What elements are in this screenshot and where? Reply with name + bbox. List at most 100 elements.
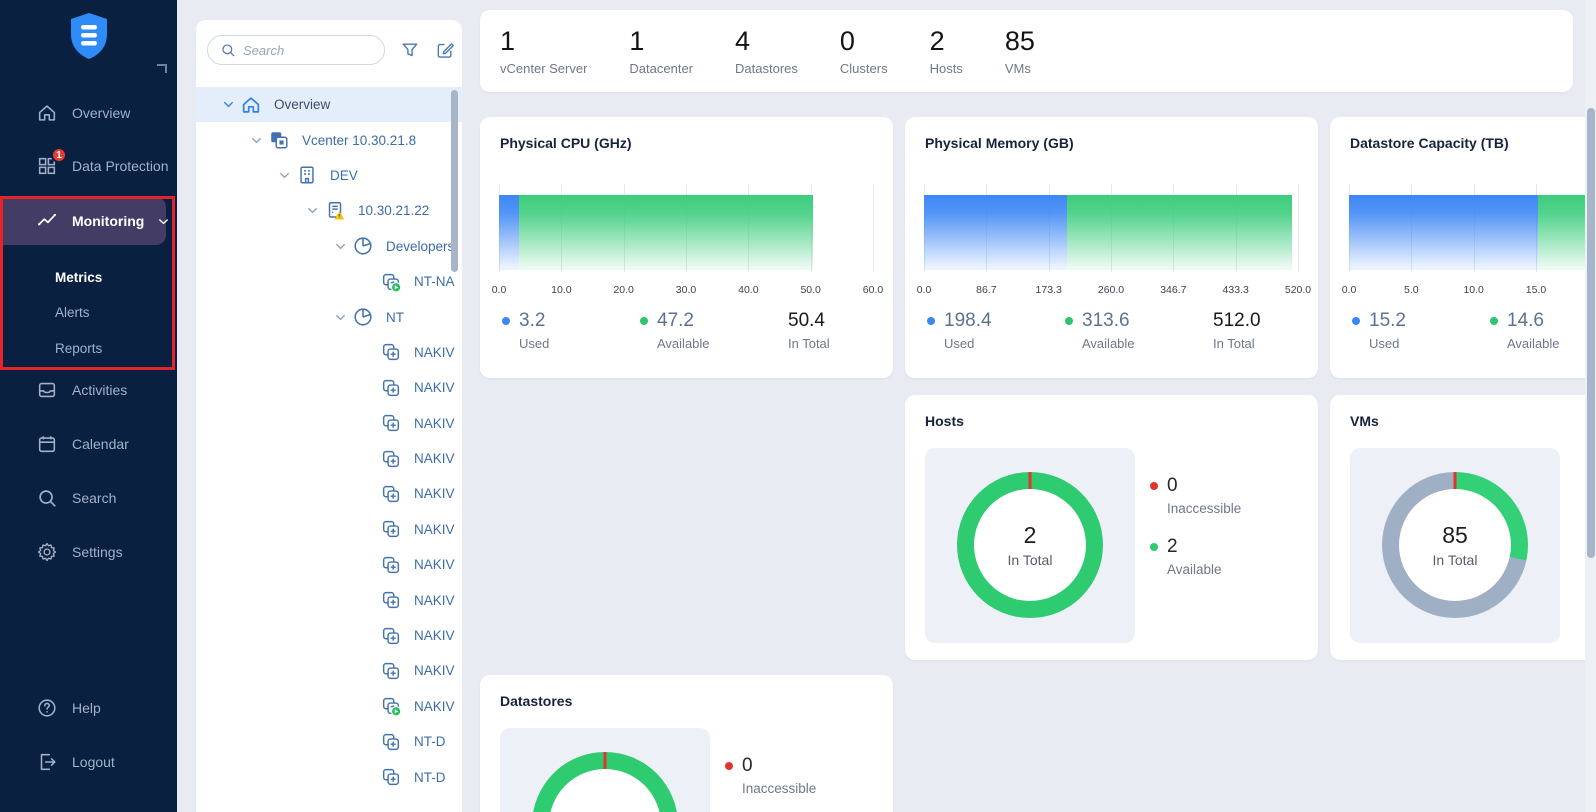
chevron-down-icon[interactable] xyxy=(300,204,324,217)
vm-icon xyxy=(380,518,402,540)
legend-available: 47.2 Available xyxy=(640,310,710,351)
tree-item-nakiv[interactable]: NAKIV xyxy=(196,582,462,617)
tree-item-label: NT xyxy=(386,309,404,325)
axis-tick-label: 20.0 xyxy=(613,284,634,296)
chevron-down-icon[interactable] xyxy=(328,240,352,253)
vm-icon xyxy=(380,341,402,363)
sidebar-item-monitoring[interactable]: Monitoring xyxy=(0,197,169,245)
legend-dot xyxy=(1352,317,1360,325)
donut-center-value: 2 xyxy=(1023,522,1037,548)
tree-item-nt[interactable]: NT xyxy=(196,299,462,334)
axis-tick-label: 520.0 xyxy=(1284,284,1312,296)
vm-icon xyxy=(380,660,402,682)
tree-item-nakiv[interactable]: NAKIV xyxy=(196,406,462,441)
sidebar-item-activities[interactable]: Activities xyxy=(0,370,177,410)
sidebar-item-help[interactable]: Help xyxy=(0,688,177,728)
chevron-down-icon[interactable] xyxy=(216,98,240,111)
axis-tick-label: 260.0 xyxy=(1097,284,1125,296)
sidebar-item-logout[interactable]: Logout xyxy=(0,742,177,782)
tree-item-nt-d[interactable]: NT-D xyxy=(196,759,462,794)
legend-used: 3.2 Used xyxy=(502,310,549,351)
sidebar-item-alerts[interactable]: Alerts xyxy=(55,297,90,327)
tree-item-nakiv[interactable]: NAKIV xyxy=(196,512,462,547)
tree-item-label: NAKIV xyxy=(414,628,455,644)
stat-label: VMs xyxy=(1004,61,1031,76)
tree-scrollbar[interactable] xyxy=(451,90,458,272)
bar-segment-used xyxy=(924,195,1067,270)
edit-icon[interactable] xyxy=(435,40,455,60)
axis-tick-label: 0.0 xyxy=(916,284,932,296)
legend-dot xyxy=(1490,317,1498,325)
tree-search-row xyxy=(207,34,455,66)
chevron-down-icon[interactable] xyxy=(272,169,296,182)
axis-tick-label: 5.0 xyxy=(1404,284,1419,296)
inventory-tree-panel: Overview Vcenter 10.30.21.8 DEV 10.30.21.22… xyxy=(196,20,462,812)
tree-item-10-30-21-22[interactable]: 10.30.21.22 xyxy=(196,193,462,228)
chevron-down-icon[interactable] xyxy=(328,311,352,324)
tree-item-nt-na[interactable]: NT-NA xyxy=(196,264,462,299)
tree-item-dev[interactable]: DEV xyxy=(196,158,462,193)
search-icon xyxy=(222,44,235,57)
sidebar-item-reports[interactable]: Reports xyxy=(55,333,102,363)
tree-item-label: NAKIV xyxy=(414,486,455,502)
tree-item-nakiv[interactable]: NAKIV xyxy=(196,335,462,370)
activities-icon xyxy=(36,379,58,401)
vms-card: VMs 85 In Total xyxy=(1330,395,1596,660)
hosts-card: Hosts 2 In Total 0 Inaccessible 2 Available xyxy=(905,395,1318,660)
chevron-down-icon[interactable] xyxy=(244,134,268,147)
tree-item-nakiv[interactable]: NAKIV xyxy=(196,618,462,653)
legend-used: 15.2 Used xyxy=(1352,310,1406,351)
tree-item-nakiv[interactable]: NAKIV xyxy=(196,441,462,476)
main-scrollbar-track[interactable] xyxy=(1585,0,1596,812)
stat-label: Clusters xyxy=(839,61,888,76)
main-scrollbar-thumb[interactable] xyxy=(1587,108,1595,558)
legend-dot xyxy=(1150,482,1158,490)
sidebar-item-label: Data Protection xyxy=(72,158,169,174)
tree-item-nakiv[interactable]: NAKIV xyxy=(196,689,462,724)
bar-segment-used xyxy=(499,195,519,270)
legend-value-text: 0 xyxy=(742,755,753,776)
help-icon xyxy=(36,697,58,719)
sidebar: Overview 1 Data Protection Monitoring Metric… xyxy=(0,0,177,812)
legend-value: 512.0 xyxy=(1213,310,1261,332)
tree-item-overview[interactable]: Overview xyxy=(196,87,462,123)
tree-item-vcenter-10-30-21-8[interactable]: Vcenter 10.30.21.8 xyxy=(196,122,462,157)
legend-dot xyxy=(1150,543,1158,551)
settings-icon xyxy=(36,541,58,563)
tree-item-nakiv[interactable]: NAKIV xyxy=(196,370,462,405)
sidebar-item-metrics[interactable]: Metrics xyxy=(55,262,102,292)
sidebar-collapse-icon[interactable] xyxy=(157,64,167,73)
gauge-plot: 0.05.010.015.020.025.030.0 xyxy=(1342,184,1596,296)
sidebar-item-overview[interactable]: Overview xyxy=(0,93,177,133)
tree-item-nakiv[interactable]: NAKIV xyxy=(196,476,462,511)
gauge-bar xyxy=(1349,195,1596,270)
home-icon xyxy=(36,102,58,124)
card-title: Datastores xyxy=(500,693,573,709)
sidebar-item-data-protection[interactable]: 1 Data Protection xyxy=(0,146,177,186)
datastores-card: Datastores 0 Inaccessible xyxy=(480,675,893,812)
sidebar-item-calendar[interactable]: Calendar xyxy=(0,424,177,464)
stat-label: vCenter Server xyxy=(500,61,588,76)
sidebar-item-settings[interactable]: Settings xyxy=(0,532,177,572)
tree-item-nakiv[interactable]: NAKIV xyxy=(196,547,462,582)
stat-datacenter: 1 Datacenter xyxy=(629,26,693,76)
sidebar-item-label: Monitoring xyxy=(72,213,145,229)
tree-item-nakiv[interactable]: NAKIV xyxy=(196,653,462,688)
legend-in-total: 512.0 In Total xyxy=(1213,310,1261,351)
vm-icon xyxy=(380,483,402,505)
tree-item-label: NT-D xyxy=(414,769,446,785)
summary-stats-card: 1 vCenter Server 1 Datacenter 4 Datastores 0 Cl… xyxy=(480,10,1573,92)
tree-item-nt-d[interactable]: NT-D xyxy=(196,724,462,759)
sidebar-item-label: Settings xyxy=(72,544,123,560)
legend-available: 2 Available xyxy=(1150,536,1222,577)
tree-item-label: Vcenter 10.30.21.8 xyxy=(302,132,417,148)
tree-search-input[interactable] xyxy=(243,42,369,58)
tree-item-developers[interactable]: Developers xyxy=(196,229,462,264)
summary-stats: 1 vCenter Server 1 Datacenter 4 Datastores 0 Cl… xyxy=(500,10,1035,92)
legend-label: Used xyxy=(519,336,550,351)
tree-search-box[interactable] xyxy=(207,35,385,65)
sidebar-item-search[interactable]: Search xyxy=(0,478,177,518)
stat-label: Datacenter xyxy=(629,61,694,76)
legend-available: 313.6 Available xyxy=(1065,310,1135,351)
filter-icon[interactable] xyxy=(400,40,420,60)
